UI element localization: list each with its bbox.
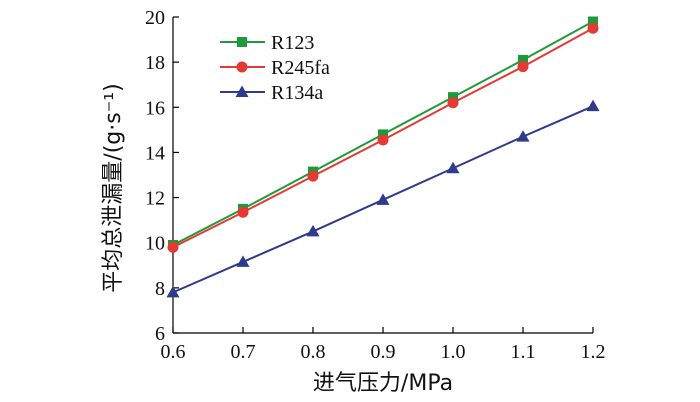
y-tick-label: 6 [155,323,165,345]
data-point [517,61,529,73]
legend-label: R123 [271,32,314,54]
legend-marker [235,85,249,97]
x-tick-label: 0.7 [231,341,256,363]
data-point [448,92,458,103]
data-point [236,255,250,267]
data-point [587,22,599,34]
y-tick-label: 12 [145,188,165,210]
data-point [306,224,320,237]
series-r245fa [167,22,599,253]
x-tick-label: 0.6 [161,341,186,363]
series-r123 [168,16,598,250]
x-tick-label: 1.2 [581,341,606,363]
data-point [167,241,179,253]
data-point [376,193,390,205]
y-tick-label: 18 [145,52,165,74]
y-tick-label: 20 [145,7,165,29]
legend-label: R245fa [271,57,330,79]
legend-label: R134a [271,82,323,104]
axes: 6 8 10 12 14 16 18 20 0.6 0.7 0.8 0.9 1.0 1.1 1.2 [145,7,606,363]
y-tick-label: 8 [155,278,165,300]
series-layer [166,16,600,298]
legend-item: R134a [220,82,323,104]
data-point [518,54,528,65]
data-point [446,161,460,174]
x-tick-label: 0.9 [371,341,396,363]
data-point [586,99,600,112]
data-point [378,129,388,140]
data-point [377,134,389,146]
y-axis-title: 平均总泄漏量/(g·s⁻¹) [101,83,126,292]
legend-item: R245fa [220,57,330,79]
series-r134a [166,99,600,298]
data-point [447,97,459,109]
x-tick-label: 1.1 [511,341,536,363]
data-point [516,130,530,142]
data-point [166,285,180,298]
data-point [307,170,319,182]
legend: R123 R245fa R134a [220,32,330,104]
y-tick-label: 14 [145,142,165,164]
x-tick-label: 1.0 [441,341,466,363]
legend-item: R123 [220,32,314,54]
y-tick-label: 10 [145,233,165,255]
data-point [588,16,598,27]
data-point [237,206,249,218]
legend-marker [237,37,247,47]
x-axis-title: 进气压力/MPa [313,371,453,396]
y-tick-label: 16 [145,97,165,119]
x-tick-label: 0.8 [301,341,326,363]
legend-marker [236,61,248,73]
